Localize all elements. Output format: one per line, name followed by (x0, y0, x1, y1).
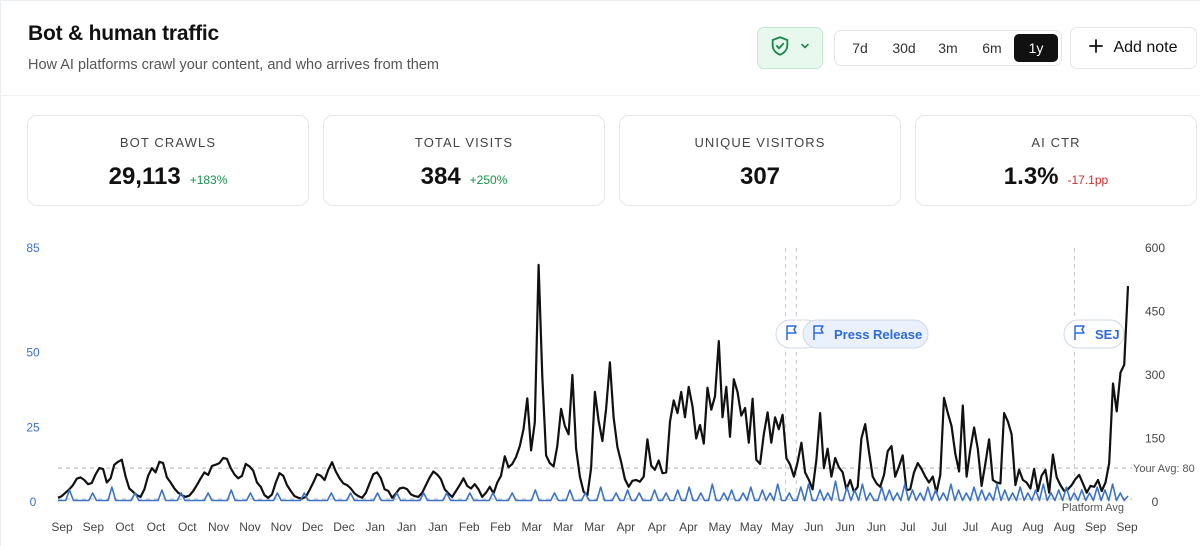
visits-line (58, 480, 1129, 502)
time-range-selector: 7d 30d 3m 6m 1y (834, 30, 1062, 66)
range-1y-button[interactable]: 1y (1014, 34, 1058, 62)
x-tick-label: Jul (931, 520, 946, 534)
your-avg-label: Your Avg: 80 (1133, 463, 1195, 475)
plus-icon (1089, 38, 1104, 58)
x-tick-label: Feb (459, 520, 480, 534)
x-tick-label: Jan (428, 520, 447, 534)
x-tick-label: Jun (835, 520, 854, 534)
stat-label: TOTAL VISITS (414, 135, 514, 150)
stat-card-total-visits: TOTAL VISITS 384 +250% (323, 115, 605, 206)
y-left-tick-label: 50 (26, 346, 40, 360)
x-tick-label: Jun (804, 520, 823, 534)
x-tick-label: Oct (178, 520, 197, 534)
x-tick-label: Aug (1054, 520, 1075, 534)
stat-delta: -17.1pp (1067, 173, 1109, 187)
platform-filter-button[interactable] (757, 27, 823, 69)
stat-card-bot-crawls: BOT CRAWLS 29,113 +183% (27, 115, 309, 206)
x-tick-label: Oct (147, 520, 166, 534)
y-right-tick-label: 600 (1145, 241, 1165, 255)
page-subtitle: How AI platforms crawl your content, and… (28, 57, 439, 73)
x-tick-label: Jan (366, 520, 385, 534)
note-pill[interactable] (1063, 319, 1125, 349)
shield-check-icon (769, 35, 791, 62)
stat-delta: +250% (469, 173, 508, 187)
page-title: Bot & human traffic (28, 22, 220, 45)
x-tick-label: Aug (1022, 520, 1043, 534)
x-tick-label: Sep (51, 520, 73, 534)
add-note-button[interactable]: Add note (1070, 27, 1197, 69)
stat-delta: +183% (189, 173, 228, 187)
x-tick-label: Jul (900, 520, 915, 534)
x-tick-label: Sep (1116, 520, 1138, 534)
note-pill[interactable] (802, 319, 929, 349)
add-note-label: Add note (1113, 39, 1178, 56)
x-tick-label: Aug (991, 520, 1012, 534)
range-6m-button[interactable]: 6m (982, 40, 1002, 56)
x-tick-label: Apr (679, 520, 698, 534)
chevron-down-icon (799, 39, 811, 57)
platform-avg-label: Platform Avg (1062, 502, 1124, 514)
x-tick-label: May (740, 520, 763, 534)
x-tick-label: Nov (271, 520, 292, 534)
note-marker-press-release[interactable]: Press Release (802, 319, 929, 349)
note-marker-sej[interactable]: SEJ (1063, 319, 1125, 349)
flag-icon (1074, 325, 1085, 340)
range-30d-button[interactable]: 30d (892, 40, 916, 56)
y-left-tick-label: 0 (30, 495, 37, 509)
stat-value: 384 (420, 163, 461, 190)
x-tick-label: Oct (115, 520, 134, 534)
x-tick-label: Dec (302, 520, 323, 534)
x-tick-label: Sep (1085, 520, 1107, 534)
stat-value: 307 (739, 163, 781, 190)
flag-icon (813, 325, 824, 340)
stat-label: UNIQUE VISITORS (694, 135, 826, 150)
x-tick-label: May (771, 520, 794, 534)
note-label: SEJ (1095, 327, 1120, 342)
x-tick-label: Mar (584, 520, 605, 534)
x-tick-label: Mar (553, 520, 574, 534)
x-tick-label: Dec (333, 520, 354, 534)
stat-card-ai-ctr: AI CTR 1.3% -17.1pp (915, 115, 1197, 206)
y-left-tick-label: 85 (26, 241, 40, 255)
range-7d-button[interactable]: 7d (852, 40, 868, 56)
y-left-tick-label: 25 (26, 420, 40, 434)
x-tick-label: Apr (648, 520, 667, 534)
y-right-tick-label: 0 (1152, 495, 1159, 509)
traffic-chart: 0 25 50 85 0 150 300 450 600 Your Avg: 80 Platform… (26, 241, 1195, 534)
y-right-tick-label: 150 (1145, 432, 1165, 446)
flag-icon (786, 325, 797, 340)
x-tick-label: Jul (963, 520, 978, 534)
x-tick-label: Sep (83, 520, 105, 534)
y-right-tick-label: 450 (1145, 305, 1165, 319)
x-tick-label: Nov (208, 520, 229, 534)
x-tick-label: Apr (616, 520, 635, 534)
x-tick-label: Feb (490, 520, 511, 534)
bot-crawls-line (57, 263, 1130, 500)
stat-label: BOT CRAWLS (119, 135, 217, 150)
x-tick-label: Nov (239, 520, 260, 534)
stat-label: AI CTR (1031, 135, 1081, 150)
y-right-tick-label: 300 (1145, 368, 1165, 382)
x-tick-label: Jun (867, 520, 886, 534)
header-divider (0, 95, 1200, 96)
range-3m-button[interactable]: 3m (938, 40, 958, 56)
stat-value: 29,113 (108, 163, 181, 190)
note-label: Press Release (834, 327, 922, 342)
x-tick-label: May (708, 520, 731, 534)
x-tick-label: Mar (522, 520, 543, 534)
x-tick-label: Jan (397, 520, 416, 534)
stat-value: 1.3% (1003, 163, 1059, 190)
stat-card-unique-visitors: UNIQUE VISITORS 307 (619, 115, 901, 206)
